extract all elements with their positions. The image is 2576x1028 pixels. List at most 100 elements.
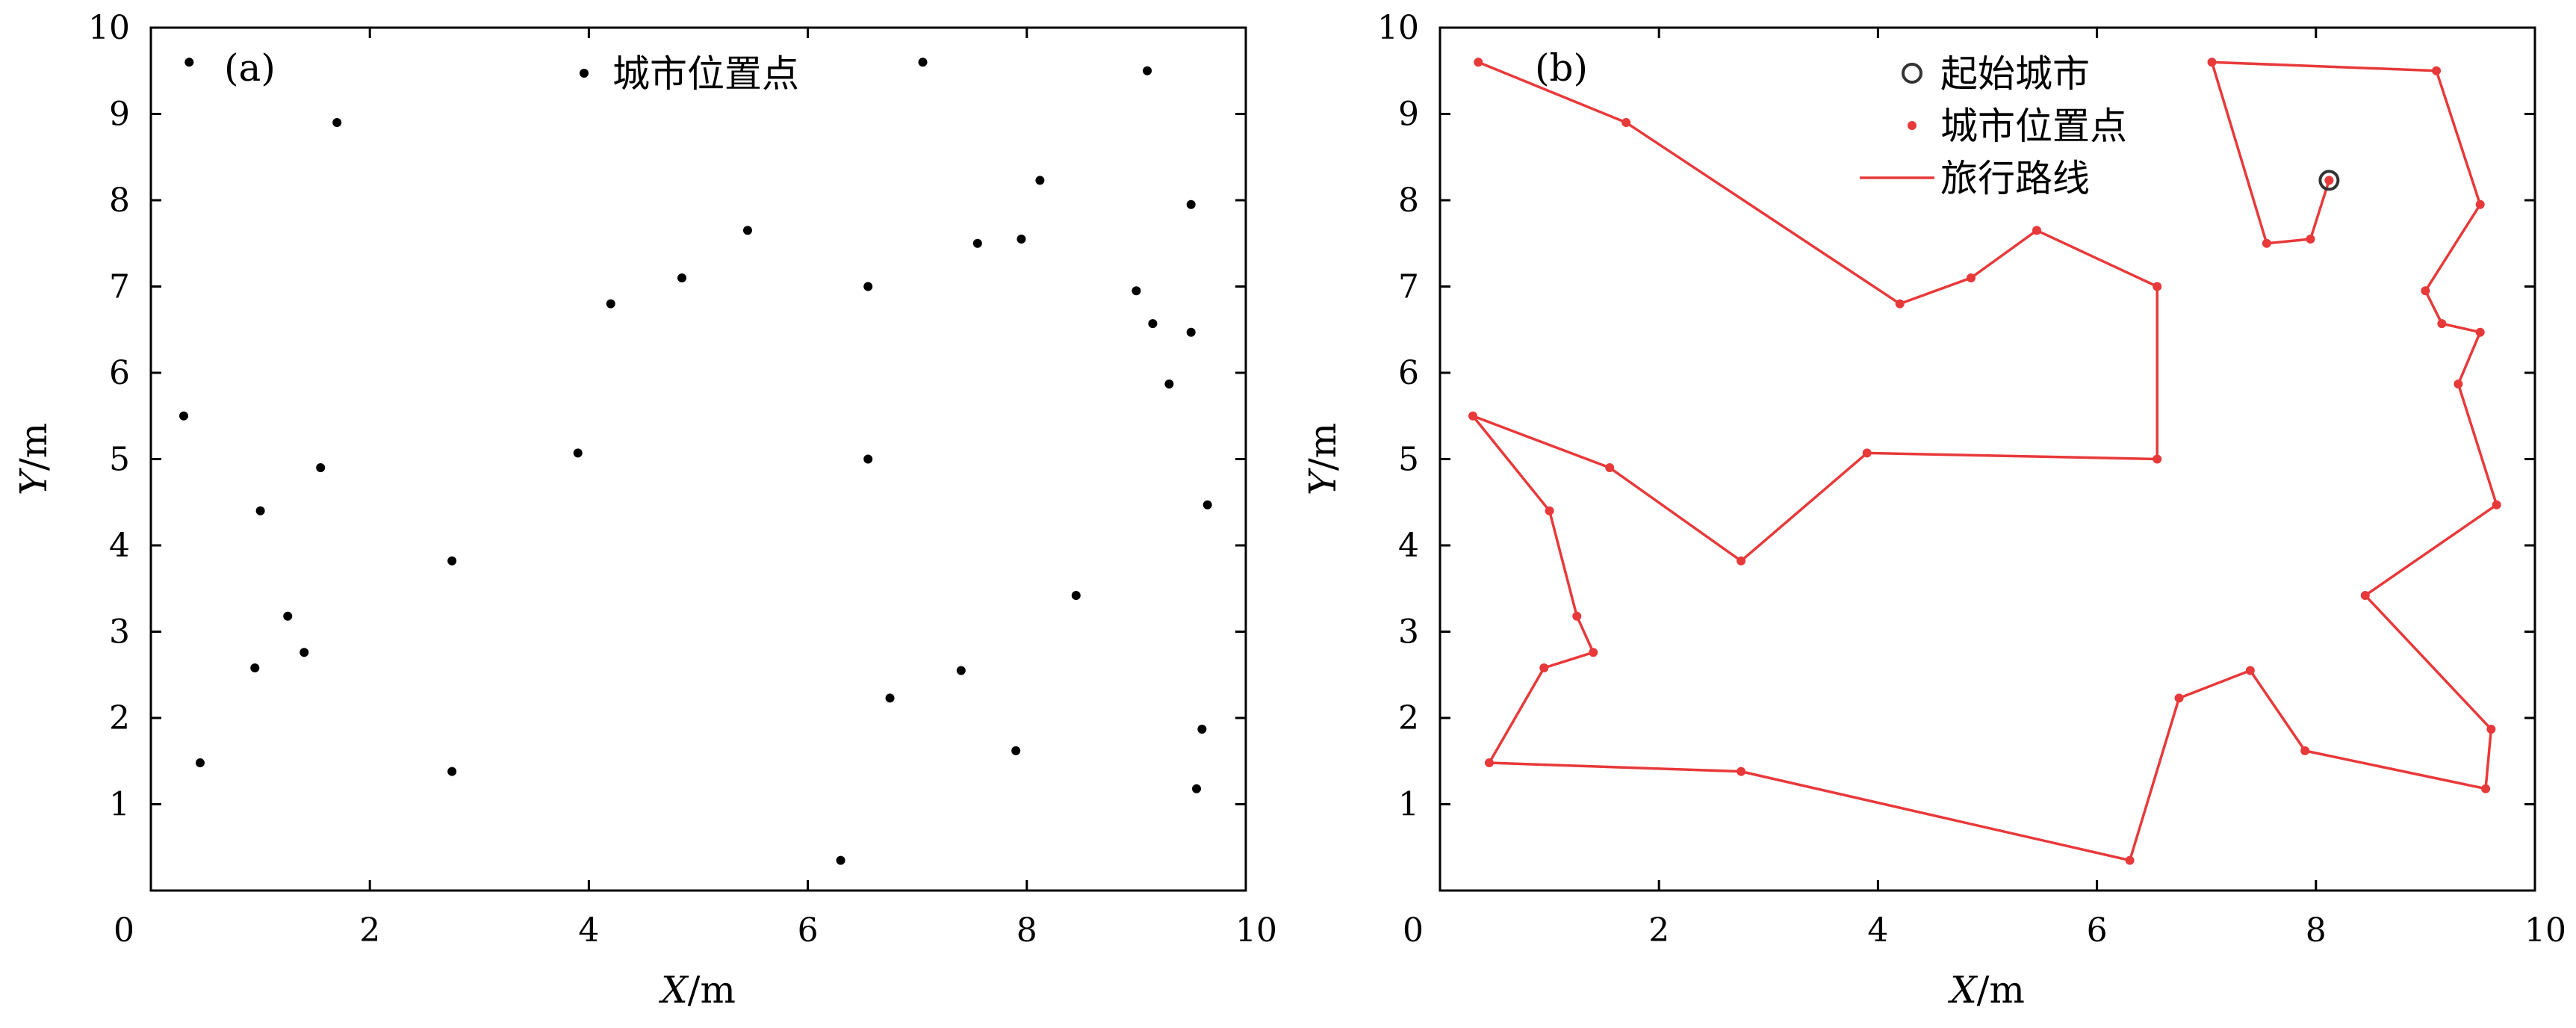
city-point xyxy=(2360,590,2370,600)
y-tick-label: 4 xyxy=(109,527,130,565)
y-tick-label: 6 xyxy=(109,354,130,392)
city-point xyxy=(1474,58,1483,67)
legend-open-circle-marker xyxy=(1902,63,1922,84)
x-axis-label: X/m xyxy=(1947,968,2025,1012)
y-tick-label: 9 xyxy=(1398,96,1419,134)
panel-tag: (a) xyxy=(224,46,276,90)
x-axis-label-var: X xyxy=(658,968,689,1012)
y-tick-label: 7 xyxy=(1398,268,1419,306)
city-point xyxy=(255,506,265,515)
x-tick-label: 0 xyxy=(114,911,134,950)
city-point xyxy=(1967,273,1976,282)
city-point xyxy=(1737,767,1746,776)
city-point xyxy=(1484,758,1494,768)
city-point xyxy=(1572,611,1582,621)
city-point xyxy=(2481,784,2491,793)
city-point xyxy=(1071,590,1081,600)
city-point xyxy=(1197,725,1207,734)
city-point xyxy=(1011,746,1021,755)
city-point xyxy=(2300,746,2310,755)
y-tick-label: 6 xyxy=(1398,354,1419,392)
x-tick-label: 8 xyxy=(2306,911,2327,950)
city-point xyxy=(1186,327,1196,337)
city-point xyxy=(1132,286,1141,296)
y-axis-label: Y/m xyxy=(12,423,55,495)
city-point xyxy=(2153,454,2162,464)
city-point xyxy=(863,454,873,464)
city-point xyxy=(2454,380,2463,389)
city-point xyxy=(2174,693,2184,703)
city-point xyxy=(863,282,873,291)
y-tick-label: 5 xyxy=(1398,441,1419,479)
y-tick-label: 9 xyxy=(109,96,130,134)
y-tick-label: 2 xyxy=(1398,699,1419,737)
city-point xyxy=(1192,784,1202,793)
city-point xyxy=(316,463,326,473)
city-point xyxy=(1164,380,1174,389)
x-tick-label: 8 xyxy=(1017,911,1037,950)
y-tick-label: 10 xyxy=(1377,9,1419,47)
city-point xyxy=(573,448,583,458)
city-point xyxy=(2262,238,2271,248)
legend-dot-marker xyxy=(1908,121,1917,130)
city-point xyxy=(1895,299,1905,309)
x-tick-label: 2 xyxy=(1648,911,1669,950)
y-tick-label: 3 xyxy=(109,613,130,651)
y-tick-label: 10 xyxy=(88,9,130,47)
x-tick-label: 0 xyxy=(1403,911,1424,950)
city-point xyxy=(250,663,260,673)
city-point xyxy=(972,238,982,248)
y-tick-label: 8 xyxy=(109,182,130,220)
city-point xyxy=(1148,319,1158,329)
y-tick-label: 1 xyxy=(109,786,130,824)
city-point xyxy=(2437,319,2447,329)
city-point xyxy=(2475,327,2485,337)
y-tick-label: 2 xyxy=(109,699,130,737)
city-point xyxy=(1202,500,1212,510)
x-axis-label-var: X xyxy=(1947,968,1978,1012)
x-tick-label: 10 xyxy=(1235,911,1277,950)
city-point xyxy=(2432,66,2442,75)
y-tick-label: 4 xyxy=(1398,527,1419,565)
y-tick-label: 8 xyxy=(1398,182,1419,220)
city-point xyxy=(1186,199,1196,209)
city-point xyxy=(184,58,194,67)
plot-frame xyxy=(149,26,1247,892)
city-point xyxy=(2486,725,2496,734)
city-point xyxy=(742,226,752,235)
city-point xyxy=(1621,118,1631,128)
city-point xyxy=(836,855,845,865)
city-point xyxy=(195,758,205,768)
city-point xyxy=(1862,448,1872,458)
x-tick-label: 10 xyxy=(2524,911,2566,950)
y-tick-label: 7 xyxy=(109,268,130,306)
city-point xyxy=(179,411,188,421)
y-axis-label: Y/m xyxy=(1301,423,1344,495)
city-point xyxy=(2492,500,2501,510)
y-axis-label-var: Y xyxy=(1301,468,1344,495)
city-point xyxy=(1605,463,1615,473)
city-point xyxy=(2125,855,2135,865)
y-tick-label: 5 xyxy=(109,441,130,479)
start-city-marker xyxy=(2318,170,2340,191)
city-point xyxy=(2306,234,2315,244)
x-axis-label: X/m xyxy=(658,968,736,1012)
x-tick-label: 4 xyxy=(1867,911,1888,950)
y-tick-label: 1 xyxy=(1398,786,1419,824)
city-point xyxy=(606,299,615,309)
x-tick-label: 4 xyxy=(578,911,599,950)
city-point xyxy=(2153,282,2162,291)
panel-tag: (b) xyxy=(1535,46,1588,90)
x-tick-label: 6 xyxy=(798,911,819,950)
city-point xyxy=(2207,58,2217,67)
city-point xyxy=(918,58,928,67)
city-point xyxy=(1545,506,1554,515)
city-point xyxy=(283,611,293,621)
city-point xyxy=(1737,556,1746,566)
x-tick-label: 6 xyxy=(2087,911,2108,950)
legend-label: 旅行路线 xyxy=(1940,157,2090,200)
city-point xyxy=(2032,226,2041,235)
